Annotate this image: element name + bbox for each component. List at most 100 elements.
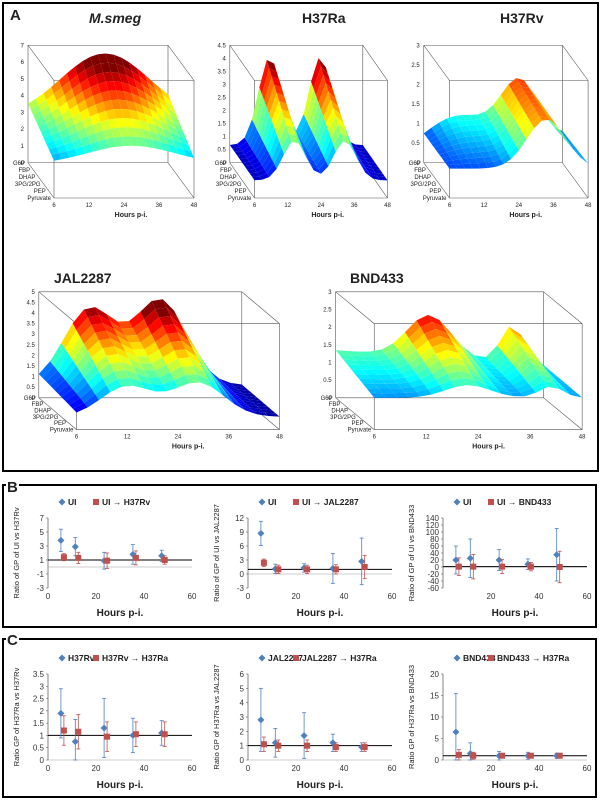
y-tick-label: 3.5	[33, 670, 45, 679]
point-square	[499, 752, 506, 759]
x-axis-label: Hours p-i.	[472, 444, 505, 451]
x-tick-label: 60	[583, 592, 592, 601]
z-tick-label: 0	[31, 396, 35, 402]
x-tick-label: 40	[535, 592, 544, 601]
z-tick-label: 2	[222, 109, 226, 115]
y-tick-label: 20	[430, 670, 439, 679]
y-tick-label: 2	[40, 707, 45, 716]
y-tick-label: -1	[37, 570, 45, 579]
point-diamond	[100, 724, 108, 732]
point-square	[60, 727, 67, 734]
z-tick-label: 0	[416, 161, 420, 167]
point-square	[104, 733, 111, 740]
y-axis-label: Ratio GP of H37Ra vs JAL2287	[212, 664, 221, 769]
metabolite-tick-label: DHAP	[331, 409, 348, 415]
time-tick-label: 6	[52, 203, 56, 209]
time-tick-label: 6	[448, 203, 452, 209]
z-tick-label: 1.5	[411, 102, 420, 108]
metabolite-tick-label: DHAP	[414, 175, 431, 181]
z-tick-label: 0.5	[411, 141, 420, 147]
x-axis-label: Hours p-i.	[297, 780, 344, 791]
x-axis-label: Hours p-i.	[172, 444, 205, 451]
z-tick-label: 4.5	[217, 43, 226, 49]
x-axis-label: Hours p-i.	[97, 608, 144, 619]
z-tick-label: 1	[328, 360, 332, 366]
point-square	[260, 559, 267, 566]
metabolite-tick-label: G6P	[409, 161, 421, 167]
ratio-chart-4: 0 0.5 1 1.5 2 2.5 3 3.5 0 20 40 60 Hours p-i. Ratio G…	[10, 646, 200, 799]
y-tick-label: 3	[240, 713, 245, 722]
x-tick-label: 40	[340, 592, 349, 601]
legend-label: UI	[268, 497, 277, 507]
point-square	[132, 731, 139, 738]
point-diamond	[57, 536, 65, 544]
metabolite-tick-label: Pyruvate	[423, 196, 447, 202]
legend-marker	[453, 498, 461, 506]
metabolite-tick-label: 3PG/2PG	[15, 182, 41, 188]
metabolite-tick-label: G6P	[215, 161, 227, 167]
point-diamond	[452, 728, 460, 736]
y-tick-label: 1	[240, 742, 245, 751]
y-tick-label: 0	[435, 756, 440, 765]
metabolite-tick-label: Pyruvate	[348, 428, 372, 434]
point-diamond	[71, 738, 79, 746]
z-tick-label: 0.5	[323, 378, 332, 384]
z-tick-label: 1.5	[323, 343, 332, 349]
x-tick-label: 60	[188, 592, 197, 601]
legend-label: JAL2287	[268, 653, 303, 663]
legend-label: UI	[68, 497, 77, 507]
x-axis-label: Hours p-i.	[97, 780, 144, 791]
y-axis-label: Ratio GP of H37Ra vs H37Rv	[12, 667, 21, 766]
point-square	[260, 741, 267, 748]
z-tick-label: 3	[328, 290, 332, 296]
ratio-chart-3: -60 -40 -20 0 20 40 60 80 100 120 140 20 40 60 Hours p…	[405, 490, 595, 627]
x-tick-label: 20	[487, 592, 496, 601]
x-tick-label: 60	[388, 764, 397, 773]
point-square	[556, 752, 563, 759]
surface-plot-3: 0 0.5 1 1.5 2 2.5 3 G6P FBP DHAP 3PG/2PG PEP Pyruvat…	[400, 10, 598, 245]
z-tick-label: 2	[21, 127, 25, 133]
z-tick-label: 2.5	[411, 63, 420, 69]
y-tick-label: 15	[430, 692, 439, 701]
point-square	[361, 564, 368, 570]
point-square	[304, 742, 311, 749]
time-tick-label: 12	[481, 203, 488, 209]
z-tick-label: 1.5	[217, 122, 226, 128]
x-tick-label: 40	[140, 592, 149, 601]
metabolite-tick-label: DHAP	[220, 175, 237, 181]
z-tick-label: 4.5	[26, 300, 35, 306]
x-tick-label: 20	[92, 592, 101, 601]
metabolite-tick-label: G6P	[13, 161, 25, 167]
point-diamond	[257, 529, 265, 537]
point-diamond	[495, 556, 503, 564]
z-tick-label: 6	[21, 60, 25, 66]
legend-marker	[58, 654, 66, 662]
y-tick-label: -60	[427, 584, 439, 593]
x-axis-label: Hours p-i.	[311, 212, 344, 219]
legend-marker	[293, 655, 299, 661]
x-tick-label: 60	[583, 764, 592, 773]
z-tick-label: 2.5	[26, 343, 35, 349]
time-tick-label: 48	[579, 435, 586, 441]
time-tick-label: 12	[86, 203, 93, 209]
surface-plot-4: 0 0.5 1 1.5 2 2.5 3 3.5 4 4.5 5 G6P FBP DHAP 3PG/2PG PE…	[4, 260, 294, 472]
time-tick-label: 12	[423, 435, 430, 441]
y-tick-label: 3	[40, 682, 45, 691]
ratio-chart-6: 0 5 10 15 20 20 40 60 Hours p-i. Ratio GP of H37R…	[405, 646, 595, 799]
legend-label: H37Rv	[68, 653, 95, 663]
z-tick-label: 3	[416, 43, 420, 49]
x-tick-label: 0	[46, 592, 51, 601]
y-axis-label: Ratio of GP of UI vs H37Rv	[12, 507, 21, 598]
y-tick-label: 5	[40, 528, 45, 537]
y-tick-label: 10	[430, 713, 439, 722]
point-square	[470, 563, 477, 570]
y-tick-label: 1.5	[33, 719, 45, 728]
panel-label-a: A	[10, 7, 21, 24]
panel-c	[2, 638, 597, 798]
time-tick-label: 24	[121, 203, 128, 209]
y-tick-label: 0	[240, 570, 245, 579]
point-square	[332, 744, 339, 751]
x-axis-label: Hours p-i.	[509, 212, 542, 219]
surface-title: H37Ra	[302, 10, 346, 26]
legend-label: UI → H37Rv	[102, 497, 150, 507]
